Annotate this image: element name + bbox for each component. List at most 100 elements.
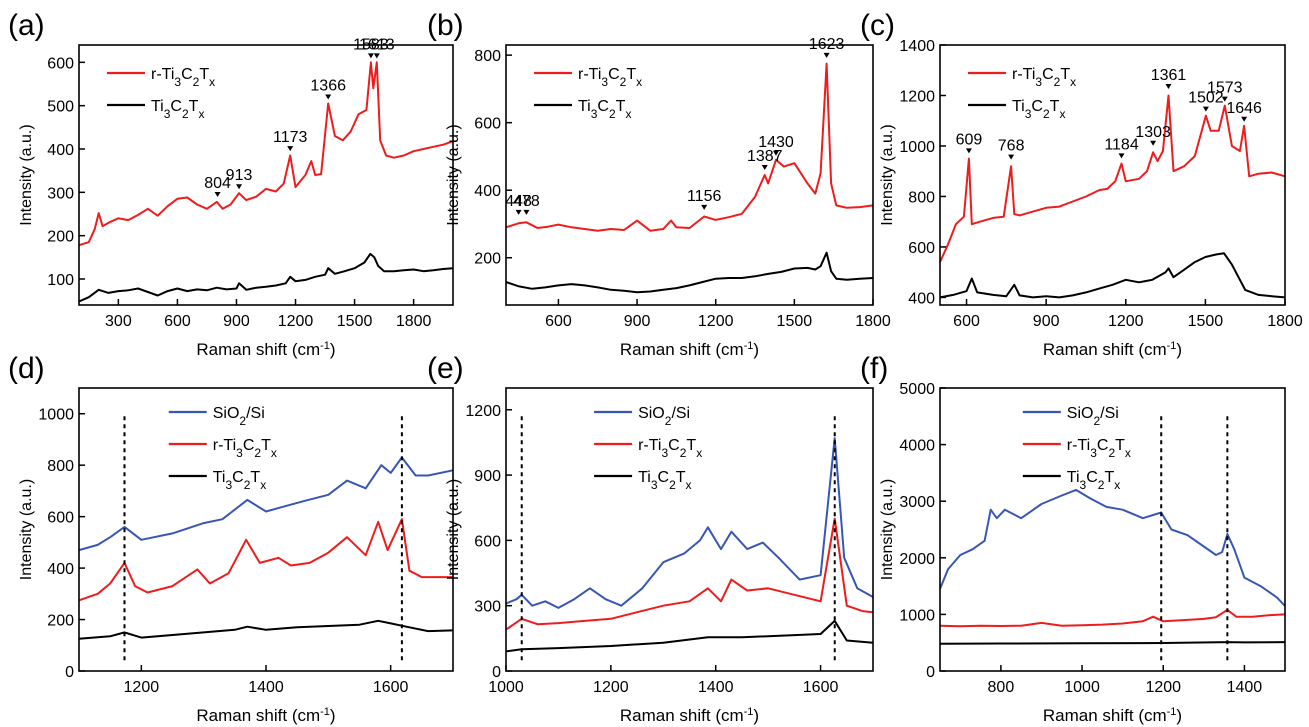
x-axis-label: Raman shift (cm-1) — [196, 340, 335, 359]
x-tick-label: 1200 — [1145, 679, 1181, 696]
x-tick-label: 1200 — [698, 313, 734, 330]
y-tick-label: 0 — [492, 664, 501, 681]
y-axis-label: Intensity (a.u.) — [18, 124, 35, 225]
panel-label: (e) — [427, 352, 464, 385]
peak-label: 1430 — [758, 134, 794, 151]
y-axis-label: Intensity (a.u.) — [445, 479, 462, 580]
y-tick-label: 100 — [47, 272, 74, 289]
series-line-black — [505, 251, 874, 294]
peak-marker — [1165, 83, 1172, 89]
peak-marker — [1202, 106, 1209, 112]
axes-frame — [505, 387, 874, 672]
legend-label: Ti3C2Tx — [1012, 98, 1065, 121]
x-tick-label: 900 — [624, 313, 651, 330]
y-tick-label: 600 — [47, 55, 74, 72]
x-tick-label: 300 — [105, 313, 132, 330]
peak-marker — [823, 52, 830, 58]
series-line-black — [939, 252, 1286, 299]
axes-frame — [78, 44, 454, 306]
y-tick-label: 2000 — [899, 551, 935, 568]
x-tick-label: 600 — [545, 313, 572, 330]
y-tick-label: 800 — [908, 189, 935, 206]
peak-marker — [367, 53, 374, 59]
x-tick-label: 900 — [223, 313, 250, 330]
legend-label: SiO2/Si — [638, 405, 690, 428]
series-line-red — [939, 94, 1286, 263]
x-tick-label: 1200 — [278, 313, 314, 330]
peak-marker — [325, 94, 332, 100]
y-tick-label: 0 — [65, 664, 74, 681]
peak-marker — [214, 192, 221, 197]
peak-label: 1361 — [1151, 67, 1187, 84]
series-line-black — [939, 641, 1286, 645]
series-line-red — [505, 517, 874, 631]
x-tick-label: 1000 — [488, 679, 524, 696]
x-tick-label: 1200 — [124, 679, 160, 696]
x-tick-label: 1800 — [855, 313, 891, 330]
axes-frame — [939, 44, 1286, 306]
x-axis-label: Raman shift (cm-1) — [1043, 340, 1182, 359]
y-tick-label: 300 — [47, 185, 74, 202]
legend-label: r-Ti3C2Tx — [578, 66, 642, 89]
panel-f: (f) 800 1000 1200 1400 0 1000 2000 3000 4000 5000 R… — [860, 352, 1286, 725]
series-line-blue — [505, 437, 874, 609]
y-tick-label: 200 — [474, 251, 501, 268]
x-tick-label: 800 — [988, 679, 1015, 696]
peak-marker — [773, 150, 780, 156]
y-tick-label: 1000 — [899, 139, 935, 156]
peak-marker — [965, 148, 972, 154]
y-axis-label: Intensity (a.u.) — [445, 124, 462, 225]
y-tick-label: 300 — [474, 599, 501, 616]
x-tick-label: 1400 — [698, 679, 734, 696]
series-line-red — [939, 608, 1286, 628]
peak-marker — [761, 164, 768, 170]
y-tick-label: 200 — [47, 229, 74, 246]
x-axis-label: Raman shift (cm-1) — [620, 340, 759, 359]
peak-marker — [515, 209, 522, 215]
x-tick-label: 1500 — [337, 313, 373, 330]
y-tick-label: 600 — [474, 116, 501, 133]
peak-marker — [1150, 140, 1157, 146]
peak-label: 448 — [505, 193, 532, 210]
legend-label: SiO2/Si — [1067, 405, 1119, 428]
legend-label: Ti3C2Tx — [1067, 469, 1120, 492]
panel-label: (f) — [860, 352, 888, 385]
peak-label: 609 — [956, 131, 983, 148]
y-axis-label: Intensity (a.u.) — [18, 479, 35, 580]
series-line-red — [78, 61, 454, 247]
peak-label: 1387 — [747, 148, 783, 165]
x-axis-label: Raman shift (cm-1) — [196, 706, 335, 725]
y-tick-label: 1000 — [899, 607, 935, 624]
x-tick-label: 1400 — [248, 679, 284, 696]
x-tick-label: 1200 — [593, 679, 629, 696]
y-tick-label: 600 — [474, 533, 501, 550]
legend-label: Ti3C2Tx — [578, 98, 631, 121]
y-tick-label: 600 — [908, 240, 935, 257]
y-tick-label: 800 — [474, 48, 501, 65]
y-tick-label: 600 — [47, 510, 74, 527]
peak-label: 804 — [204, 175, 231, 192]
series-line-black — [78, 252, 454, 303]
y-tick-label: 1000 — [38, 407, 74, 424]
y-axis-label: Intensity (a.u.) — [879, 124, 896, 225]
y-tick-label: 0 — [926, 664, 935, 681]
legend-label: r-Ti3C2Tx — [1067, 437, 1131, 460]
x-tick-label: 1600 — [373, 679, 409, 696]
panel-d: (d) 1200 1400 1600 0 200 400 600 800 1000 Raman sh… — [8, 352, 454, 725]
legend-label: r-Ti3C2Tx — [213, 437, 277, 460]
x-tick-label: 600 — [164, 313, 191, 330]
peak-label: 1502 — [1188, 90, 1224, 107]
x-tick-label: 1600 — [803, 679, 839, 696]
peak-label: 1184 — [1104, 136, 1139, 153]
peak-marker — [701, 204, 708, 210]
x-tick-label: 1800 — [1267, 313, 1303, 330]
y-tick-label: 400 — [47, 142, 74, 159]
series-line-blue — [78, 456, 454, 552]
series-line-red — [505, 62, 874, 232]
legend-label: r-Ti3C2Tx — [151, 66, 215, 89]
peak-marker — [1008, 154, 1015, 160]
y-tick-label: 200 — [47, 613, 74, 630]
peak-marker — [1241, 116, 1248, 122]
